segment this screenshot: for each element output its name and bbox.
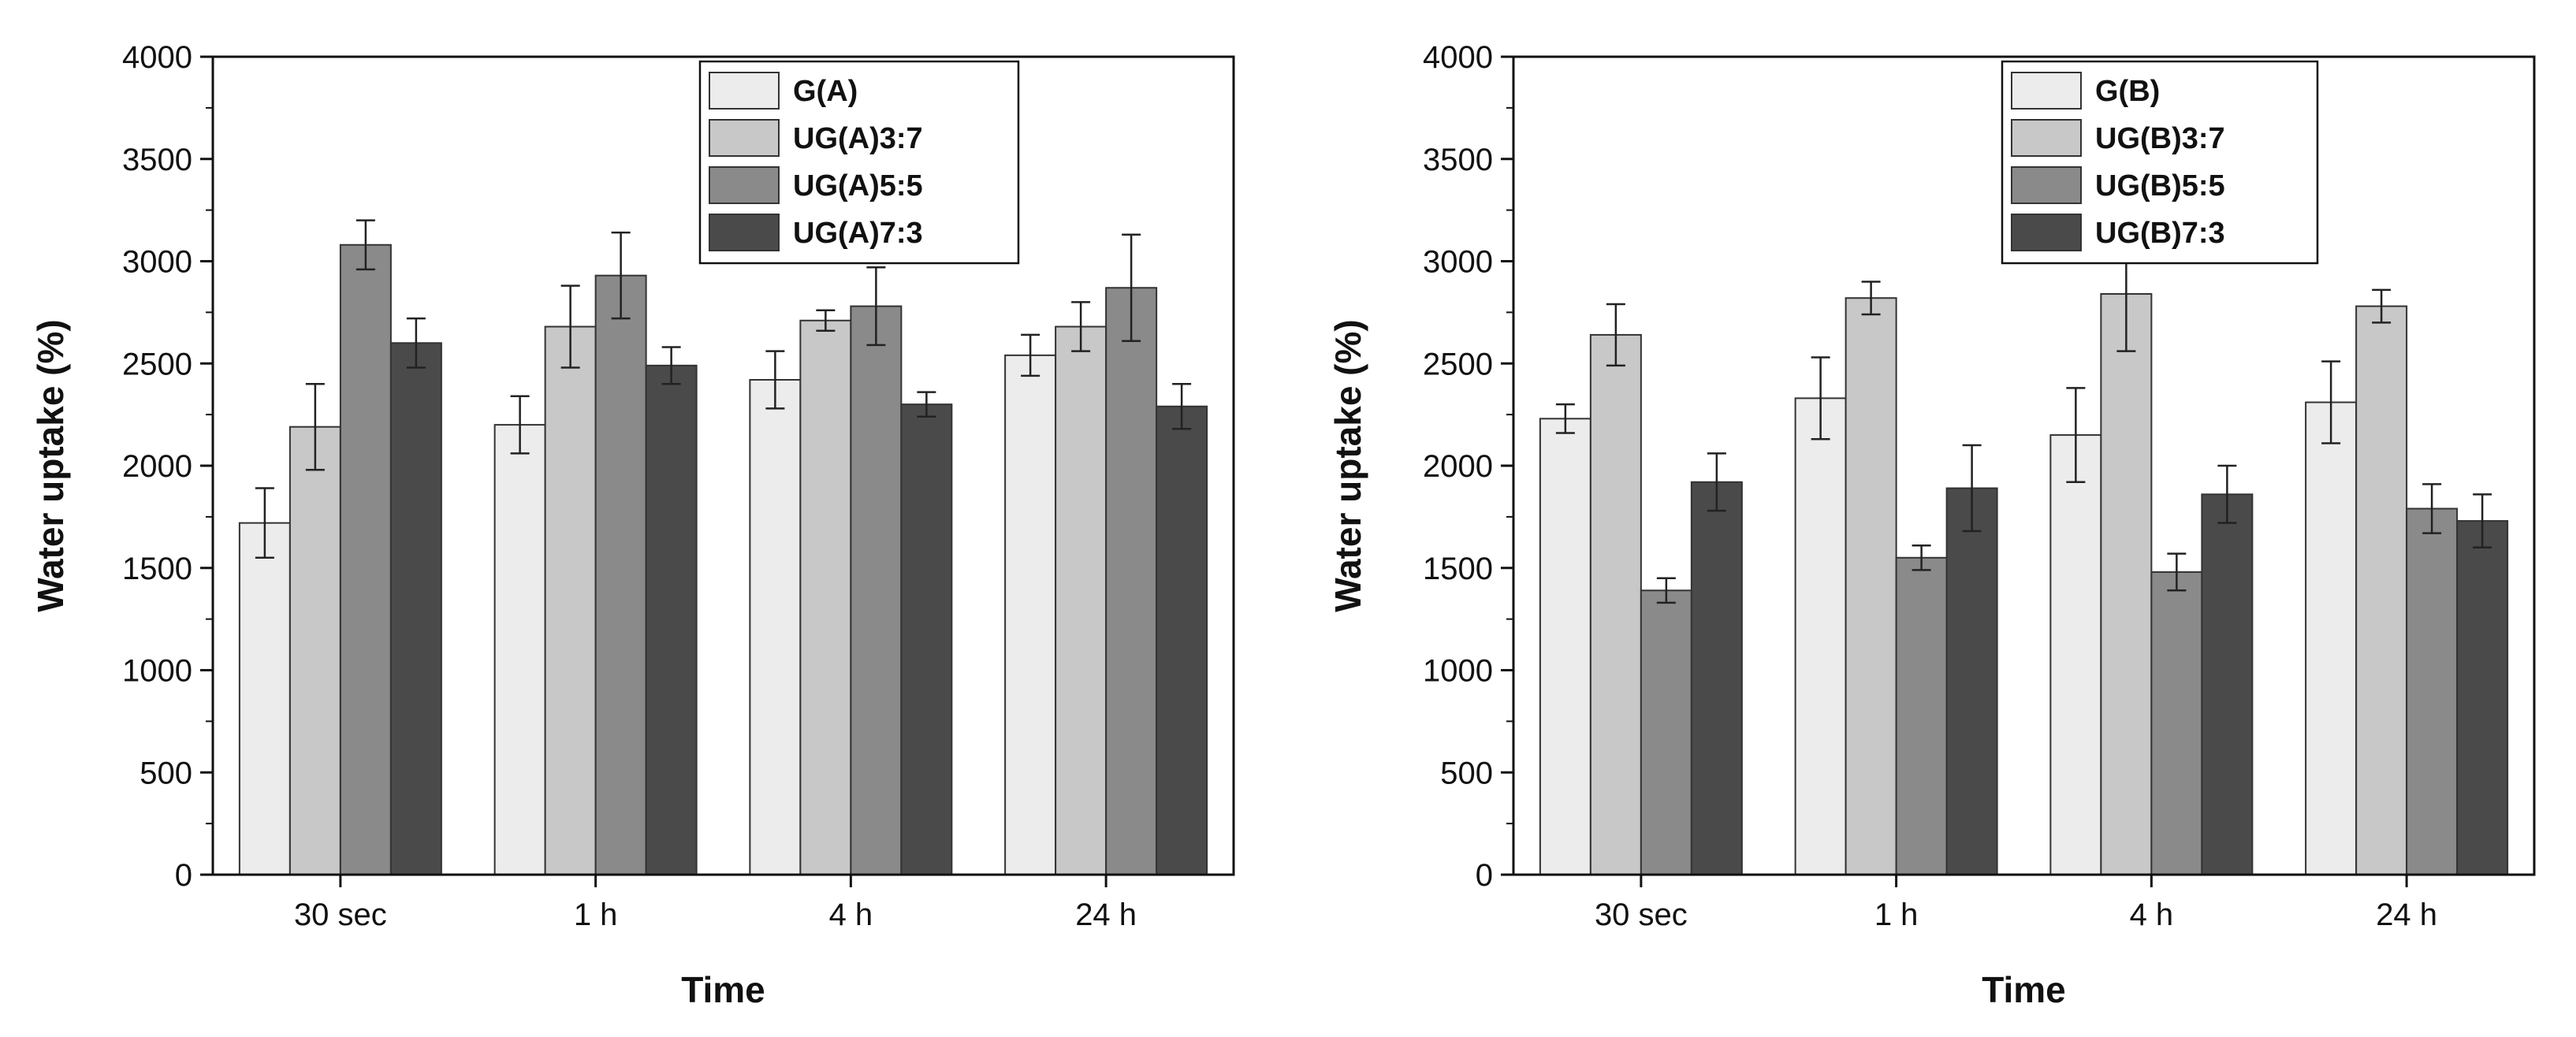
legend-swatch	[2011, 214, 2082, 251]
bar	[2305, 401, 2358, 875]
bar	[493, 424, 546, 875]
y-tick-label: 500	[1440, 756, 1493, 790]
legend-label: UG(A)7:3	[793, 217, 923, 250]
bar	[1589, 333, 1642, 876]
x-tick-label: 30 sec	[1595, 898, 1688, 932]
bar	[389, 342, 442, 875]
plot-frame	[1512, 55, 2536, 876]
y-tick-label: 2500	[1423, 347, 1493, 381]
legend-swatch	[709, 119, 780, 157]
bar	[1945, 487, 1998, 875]
legend-swatch	[709, 166, 780, 204]
y-tick-label: 2000	[122, 449, 192, 484]
chart-left: 0 500 1000 1500 2000 2500 3000 3500 4000 30 sec 1 …	[30, 40, 1235, 1010]
bar	[1004, 354, 1057, 875]
x-tick-label: 4 h	[829, 898, 873, 932]
bar	[339, 243, 392, 875]
x-tick-label: 24 h	[1075, 898, 1137, 932]
y-axis-title: Water uptake (%)	[30, 319, 71, 611]
legend-swatch	[2011, 166, 2082, 204]
bar	[544, 325, 597, 876]
bar	[2100, 293, 2153, 875]
y-tick-label: 3000	[1423, 245, 1493, 280]
bar	[900, 403, 953, 875]
bar	[1845, 297, 1897, 875]
bar	[1640, 589, 1692, 875]
legend-label: G(B)	[2095, 75, 2160, 108]
bar	[2150, 571, 2203, 875]
x-tick-label: 30 sec	[294, 898, 387, 932]
legend-label: UG(B)3:7	[2095, 122, 2225, 155]
x-tick-label: 4 h	[2130, 898, 2174, 932]
bar	[238, 522, 291, 875]
y-tick-label: 0	[1476, 858, 1493, 893]
y-tick-label: 1500	[1423, 552, 1493, 586]
bar	[1539, 418, 1591, 875]
y-tick-label: 4000	[1423, 40, 1493, 75]
y-tick-label: 3500	[1423, 143, 1493, 177]
bar	[1690, 481, 1743, 875]
y-tick-label: 1500	[122, 552, 192, 586]
y-tick-label: 1000	[1423, 654, 1493, 689]
x-axis-title: Time	[681, 969, 765, 1010]
legend-swatch	[2011, 72, 2082, 110]
bar	[2201, 493, 2254, 876]
legend-label: UG(A)5:5	[793, 169, 923, 203]
legend-label: UG(A)3:7	[793, 122, 923, 155]
plot-frame	[211, 55, 1235, 876]
bar	[2406, 507, 2459, 875]
bar	[288, 426, 341, 875]
y-tick-label: 2500	[122, 347, 192, 381]
y-tick-label: 1000	[122, 654, 192, 689]
x-tick-label: 24 h	[2376, 898, 2437, 932]
x-axis-title: Time	[1982, 969, 2066, 1010]
bar	[2049, 434, 2102, 875]
bar	[799, 319, 852, 875]
y-tick-label: 0	[175, 858, 192, 893]
bar	[1794, 397, 1847, 875]
legend-swatch	[709, 72, 780, 110]
x-tick-label: 1 h	[574, 898, 618, 932]
legend-label: UG(B)7:3	[2095, 217, 2225, 250]
bar	[749, 379, 802, 875]
bar	[594, 274, 647, 876]
y-tick-label: 2000	[1423, 449, 1493, 484]
y-axis-title: Water uptake (%)	[1327, 319, 1368, 611]
bar	[1105, 287, 1158, 875]
y-tick-label: 3500	[122, 143, 192, 177]
legend-swatch	[2011, 119, 2082, 157]
bar	[2456, 520, 2509, 875]
x-tick-label: 1 h	[1874, 898, 1919, 932]
y-tick-label: 4000	[122, 40, 192, 75]
bar	[850, 305, 903, 875]
chart-right: 0 500 1000 1500 2000 2500 3000 3500 4000 30 sec 1 …	[1327, 40, 2536, 1010]
bar	[1156, 405, 1208, 875]
bar	[1895, 556, 1948, 876]
legend-label: UG(B)5:5	[2095, 169, 2225, 203]
legend-swatch	[709, 214, 780, 251]
y-tick-label: 500	[140, 756, 192, 790]
bar	[645, 364, 698, 876]
y-tick-label: 3000	[122, 245, 192, 280]
bar	[1055, 325, 1107, 876]
legend-label: G(A)	[793, 75, 858, 108]
bar	[2355, 305, 2408, 875]
